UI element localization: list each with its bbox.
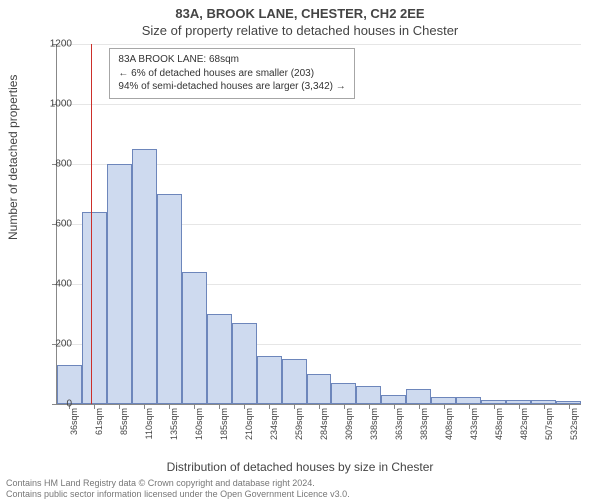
x-tick-label: 408sqm [444,408,454,458]
x-axis-label: Distribution of detached houses by size … [0,460,600,474]
y-tick-label: 800 [32,159,72,170]
histogram-bar [207,314,232,404]
histogram-bar [107,164,132,404]
x-tick-label: 507sqm [544,408,554,458]
histogram-bar [157,194,182,404]
x-tick-label: 210sqm [244,408,254,458]
y-tick-label: 400 [32,279,72,290]
x-tick-label: 309sqm [344,408,354,458]
histogram-bar [556,401,581,404]
histogram-bar [257,356,282,404]
x-tick-label: 135sqm [169,408,179,458]
histogram-bar [182,272,207,404]
x-tick-label: 284sqm [319,408,329,458]
chart-container: 83A, BROOK LANE, CHESTER, CH2 2EE Size o… [0,0,600,500]
y-tick-label: 1200 [32,39,72,50]
y-tick-label: 1000 [32,99,72,110]
x-tick-label: 160sqm [194,408,204,458]
histogram-bar [331,383,356,404]
x-tick-label: 234sqm [269,408,279,458]
histogram-bar [456,397,481,405]
histogram-bar [356,386,381,404]
y-tick-label: 200 [32,339,72,350]
annotation-line: 94% of semi-detached houses are larger (… [118,80,345,94]
annotation-box: 83A BROOK LANE: 68sqm← 6% of detached ho… [109,48,354,99]
histogram-bar [307,374,332,404]
footnote: Contains HM Land Registry data © Crown c… [6,478,594,500]
histogram-bar [531,400,556,405]
footnote-line2: Contains public sector information licen… [6,489,350,499]
footnote-line1: Contains HM Land Registry data © Crown c… [6,478,315,488]
plot-area: 36sqm61sqm85sqm110sqm135sqm160sqm185sqm2… [56,44,581,405]
gridline [57,44,581,45]
x-tick-label: 458sqm [494,408,504,458]
histogram-bar [232,323,257,404]
y-axis-label: Number of detached properties [6,75,20,240]
x-tick-label: 259sqm [294,408,304,458]
x-tick-label: 482sqm [519,408,529,458]
x-tick-label: 383sqm [419,408,429,458]
x-tick-label: 110sqm [144,408,154,458]
x-tick-label: 85sqm [119,408,129,458]
x-tick-label: 61sqm [94,408,104,458]
histogram-bar [506,400,531,405]
y-tick-label: 600 [32,219,72,230]
annotation-line: 83A BROOK LANE: 68sqm [118,53,345,67]
histogram-bar [132,149,157,404]
gridline [57,104,581,105]
marker-line [91,44,92,404]
histogram-bar [381,395,406,404]
annotation-line: ← 6% of detached houses are smaller (203… [118,67,345,81]
histogram-bar [282,359,307,404]
x-tick-label: 363sqm [394,408,404,458]
histogram-bar [406,389,431,404]
histogram-bar [82,212,107,404]
x-tick-label: 185sqm [219,408,229,458]
x-tick-label: 338sqm [369,408,379,458]
x-tick-label: 433sqm [469,408,479,458]
x-tick-label: 532sqm [569,408,579,458]
chart-subtitle: Size of property relative to detached ho… [0,21,600,38]
chart-title: 83A, BROOK LANE, CHESTER, CH2 2EE [0,0,600,21]
x-tick-label: 36sqm [69,408,79,458]
y-tick-label: 0 [32,399,72,410]
histogram-bar [481,400,506,405]
histogram-bar [431,397,456,405]
